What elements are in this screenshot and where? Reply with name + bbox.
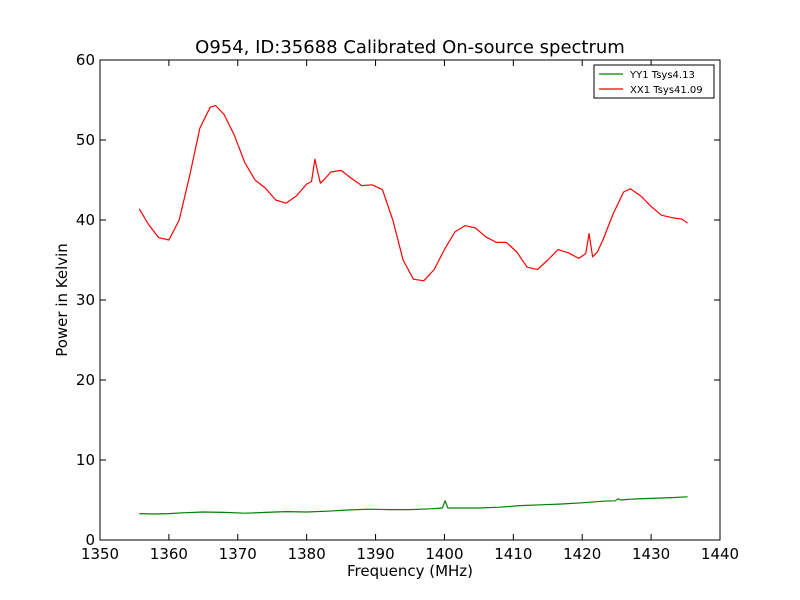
ticks: 1350 1360 1370 1380 1390 1400 1410 1420 1430 1440… xyxy=(76,51,739,563)
legend-label-xx1: XX1 Tsys41.09 xyxy=(630,85,703,96)
chart-title: O954, ID:35688 Calibrated On-source spec… xyxy=(195,37,625,58)
x-tick-label: 1400 xyxy=(425,545,463,563)
legend: YY1 Tsys4.13 XX1 Tsys41.09 xyxy=(593,64,715,99)
y-tick-label: 60 xyxy=(76,51,95,69)
plot-lines xyxy=(138,104,688,515)
x-tick-label: 1370 xyxy=(219,545,257,563)
y-tick-label: 40 xyxy=(76,211,95,229)
x-tick-label: 1380 xyxy=(288,545,326,563)
legend-label-yy1: YY1 Tsys4.13 xyxy=(629,70,695,81)
y-tick-label: 30 xyxy=(76,291,95,309)
x-tick-label: 1420 xyxy=(563,545,601,563)
legend-box xyxy=(593,64,715,99)
series-line-1 xyxy=(138,104,688,282)
x-tick-label: 1360 xyxy=(150,545,188,563)
x-axis-label: Frequency (MHz) xyxy=(347,562,473,580)
y-tick-label: 10 xyxy=(76,451,95,469)
series-line-0 xyxy=(139,496,688,515)
x-tick-label: 1430 xyxy=(632,545,670,563)
x-tick-label: 1350 xyxy=(81,545,119,563)
x-tick-label: 1390 xyxy=(356,545,394,563)
y-tick-label: 0 xyxy=(85,531,95,549)
x-tick-label: 1440 xyxy=(701,545,739,563)
y-axis-label: Power in Kelvin xyxy=(53,243,71,357)
y-tick-label: 20 xyxy=(76,371,95,389)
x-tick-label: 1410 xyxy=(494,545,532,563)
y-tick-label: 50 xyxy=(76,131,95,149)
